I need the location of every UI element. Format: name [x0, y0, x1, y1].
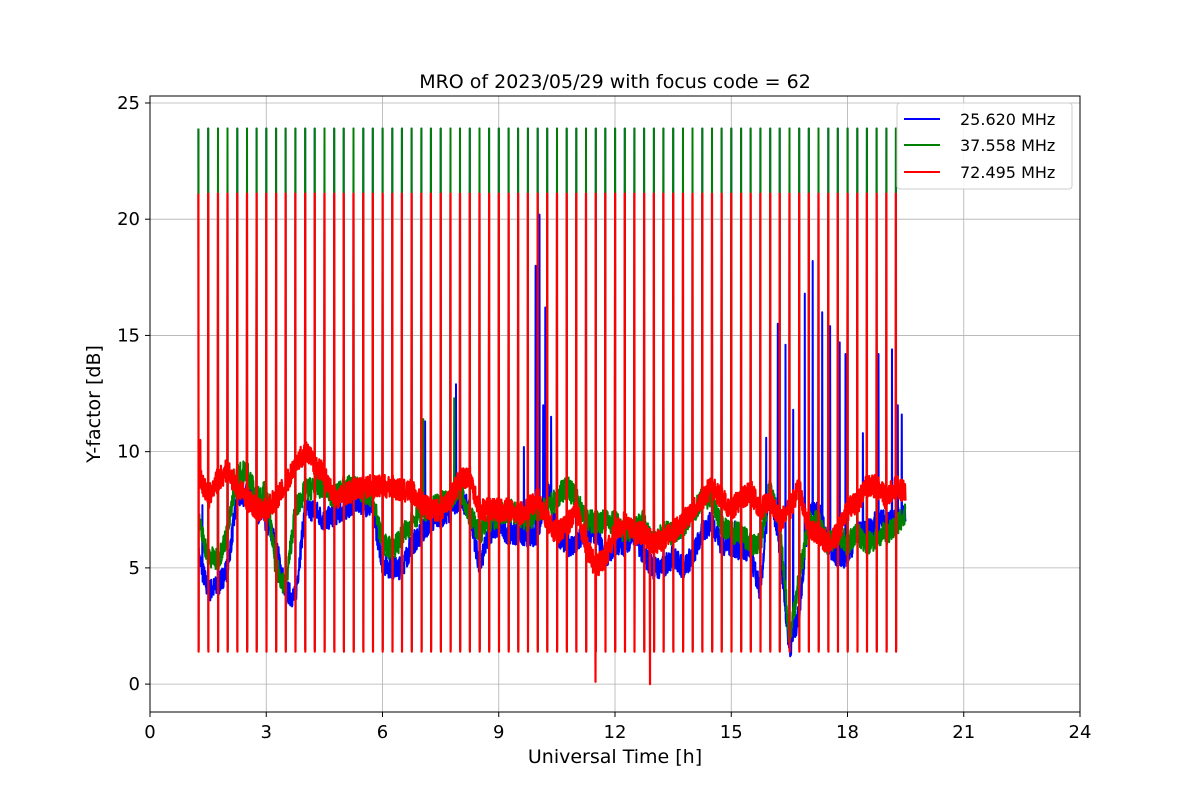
legend-label-72495: 72.495 MHz: [960, 163, 1055, 182]
x-axis-ticks: 0 3 6 9 12 15 18 21 24: [144, 712, 1091, 743]
x-tick-label: 6: [377, 722, 388, 743]
x-tick-label: 9: [493, 722, 504, 743]
y-tick-label: 5: [129, 558, 140, 579]
y-tick-label: 25: [117, 93, 140, 114]
x-tick-label: 24: [1069, 722, 1092, 743]
y-axis-label: Y-factor [dB]: [83, 345, 105, 464]
y-tick-label: 20: [117, 209, 140, 230]
x-axis-label: Universal Time [h]: [528, 746, 702, 768]
x-tick-label: 3: [261, 722, 272, 743]
x-tick-label: 18: [836, 722, 859, 743]
series-line-37558: [197, 127, 907, 651]
y-tick-label: 10: [117, 442, 140, 463]
legend-label-37558: 37.558 MHz: [960, 136, 1055, 155]
legend-label-25620: 25.620 MHz: [960, 110, 1055, 129]
y-tick-label: 15: [117, 325, 140, 346]
series-lines: [197, 127, 907, 686]
legend-box: [896, 102, 1073, 190]
series-line-72495: [197, 192, 907, 686]
x-tick-label: 12: [604, 722, 627, 743]
legend: 25.620 MHz 37.558 MHz 72.495 MHz: [896, 102, 1073, 190]
chart-title: MRO of 2023/05/29 with focus code = 62: [419, 71, 811, 93]
x-tick-label: 21: [952, 722, 975, 743]
x-tick-label: 15: [720, 722, 743, 743]
y-axis-ticks: 0 5 10 15 20 25: [117, 93, 150, 695]
x-tick-label: 0: [144, 722, 155, 743]
y-tick-label: 0: [129, 674, 140, 695]
